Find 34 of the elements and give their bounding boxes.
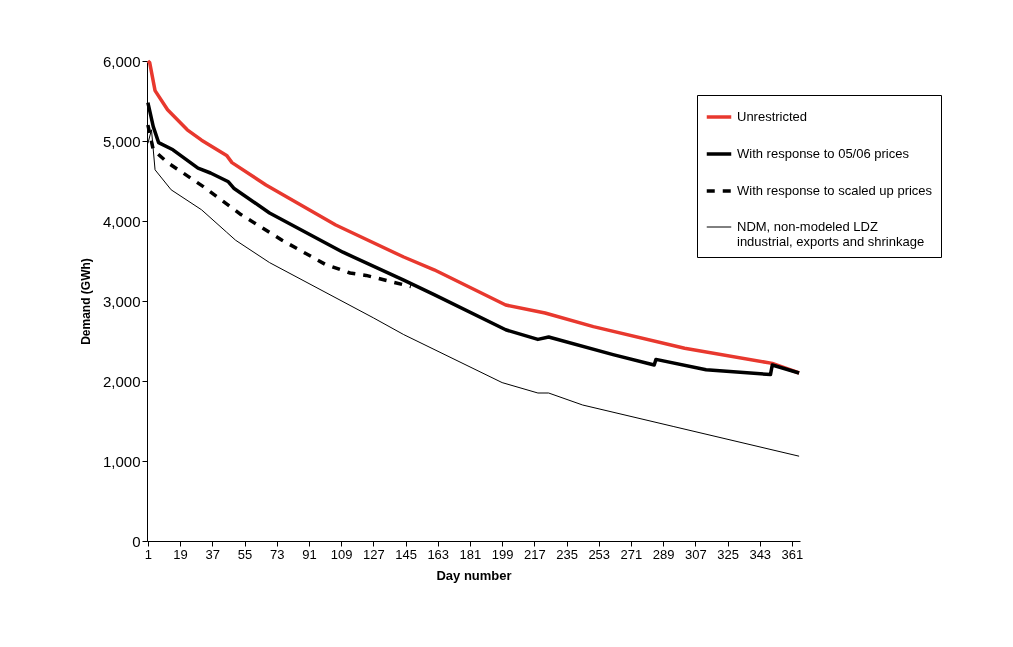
y-tick-label: 4,000 xyxy=(102,212,141,230)
x-tick-label: 199 xyxy=(491,546,514,562)
x-tick-label: 271 xyxy=(620,546,643,562)
y-axis-title: Demand (GWh) xyxy=(78,258,93,345)
x-tick-label: 1 xyxy=(144,546,153,562)
x-tick-label: 361 xyxy=(781,546,804,562)
legend-label: With response to 05/06 prices xyxy=(737,146,910,161)
x-tick-label: 127 xyxy=(362,546,385,562)
x-tick-label: 55 xyxy=(237,546,253,562)
x-axis-title: Day number xyxy=(436,567,512,583)
x-tick-label: 253 xyxy=(588,546,611,562)
legend-label: With response to scaled up prices xyxy=(737,183,933,198)
legend-label: NDM, non-modeled LDZ industrial, exports and shrinkage xyxy=(737,219,925,249)
x-tick-label: 145 xyxy=(395,546,417,562)
x-tick-label: 19 xyxy=(173,546,188,562)
y-tick-label: 6,000 xyxy=(102,52,141,70)
x-tick-label: 235 xyxy=(556,546,578,562)
y-tick-label: 3,000 xyxy=(102,292,141,310)
x-tick-label: 343 xyxy=(749,546,772,562)
legend-label: Unrestricted xyxy=(737,109,808,124)
x-tick-label: 217 xyxy=(523,546,546,562)
x-tick-label: 289 xyxy=(652,546,675,562)
x-tick-label: 325 xyxy=(717,546,739,562)
x-tick-label: 37 xyxy=(205,546,221,562)
y-tick-label: 2,000 xyxy=(102,372,141,390)
x-tick-label: 91 xyxy=(302,546,317,562)
x-tick-label: 307 xyxy=(684,546,707,562)
y-tick-label: 0 xyxy=(132,532,141,550)
y-tick-label: 5,000 xyxy=(102,132,141,150)
x-tick-label: 181 xyxy=(459,546,482,562)
y-tick-label: 1,000 xyxy=(102,452,141,470)
x-tick-label: 163 xyxy=(427,546,450,562)
x-tick-label: 73 xyxy=(269,546,285,562)
x-tick-label: 109 xyxy=(330,546,353,562)
